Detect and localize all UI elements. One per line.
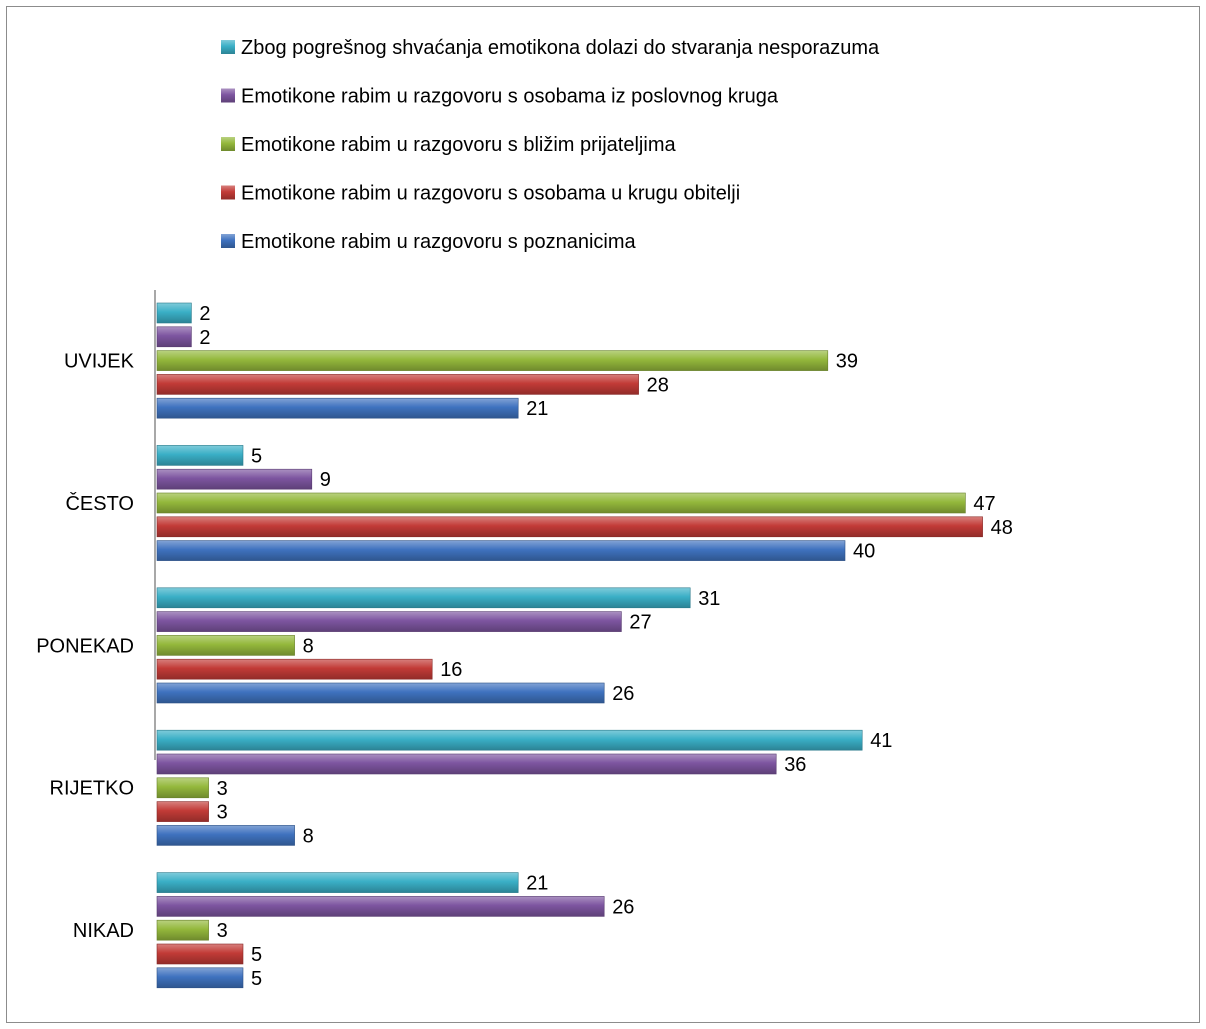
bar-1-1 (156, 302, 192, 324)
value-label-4-1: 41 (870, 730, 892, 752)
category-label-1: UVIJEK (64, 351, 135, 373)
legend-swatch-1 (221, 40, 235, 54)
value-label-1-4: 28 (647, 374, 669, 396)
value-label-4-2: 36 (784, 754, 806, 776)
bar-4-2 (156, 753, 777, 775)
bar-5-5 (156, 967, 244, 989)
bar-5-2 (156, 896, 605, 917)
value-label-4-5: 8 (303, 825, 314, 847)
value-label-3-3: 8 (303, 635, 314, 657)
value-label-4-4: 3 (217, 802, 228, 824)
chart-frame (6, 6, 1200, 1023)
value-label-3-2: 27 (629, 612, 651, 634)
value-label-3-1: 31 (698, 588, 720, 610)
category-label-5: NIKAD (73, 920, 134, 942)
legend-label-5: Emotikone rabim u razgovoru s poznanicim… (241, 231, 637, 253)
bar-1-3 (156, 350, 829, 371)
legend: Zbog pogrešnog shvaćanja emotikona dolaz… (221, 37, 880, 253)
value-label-1-2: 2 (199, 327, 210, 349)
legend-swatch-5 (221, 234, 235, 248)
bar-4-5 (156, 825, 295, 846)
bar-1-4 (156, 374, 639, 395)
bar-4-4 (156, 801, 209, 822)
value-label-2-3: 47 (973, 493, 995, 515)
value-label-2-5: 40 (853, 541, 875, 563)
bar-3-1 (156, 587, 691, 609)
bar-3-2 (156, 611, 622, 632)
value-label-5-3: 3 (217, 920, 228, 942)
legend-label-2: Emotikone rabim u razgovoru s osobama iz… (241, 86, 779, 108)
bar-2-5 (156, 540, 846, 561)
legend-swatch-4 (221, 185, 235, 200)
bar-2-2 (156, 468, 313, 490)
value-label-1-3: 39 (836, 351, 858, 373)
value-label-4-3: 3 (217, 778, 228, 800)
value-label-5-2: 26 (612, 896, 634, 918)
value-label-5-5: 5 (251, 968, 262, 990)
bar-1-2 (156, 326, 192, 348)
value-label-5-1: 21 (526, 873, 548, 895)
bar-3-5 (156, 682, 605, 704)
bar-2-3 (156, 492, 966, 514)
value-label-1-5: 21 (526, 398, 548, 420)
value-label-1-1: 2 (199, 303, 210, 325)
bars (156, 302, 983, 989)
category-label-4: RIJETKO (50, 778, 134, 800)
legend-swatch-3 (221, 137, 235, 151)
bar-4-1 (156, 729, 863, 751)
bar-5-3 (156, 919, 209, 941)
legend-swatch-2 (221, 88, 235, 103)
bar-3-4 (156, 658, 433, 680)
value-label-5-4: 5 (251, 944, 262, 966)
bar-3-3 (156, 635, 295, 656)
legend-label-3: Emotikone rabim u razgovoru s bližim pri… (241, 134, 676, 156)
value-label-3-4: 16 (440, 659, 462, 681)
category-label-3: PONEKAD (36, 635, 134, 657)
bar-2-4 (156, 516, 983, 538)
category-label-2: ČESTO (65, 492, 134, 515)
value-label-2-2: 9 (320, 469, 331, 491)
legend-label-4: Emotikone rabim u razgovoru s osobama u … (241, 183, 740, 205)
value-label-2-1: 5 (251, 445, 262, 467)
category-labels: UVIJEK ČESTO PONEKAD RIJETKO NIKAD (36, 351, 134, 943)
bar-2-1 (156, 445, 244, 466)
value-label-3-5: 26 (612, 683, 634, 705)
legend-label-1: Zbog pogrešnog shvaćanja emotikona dolaz… (241, 37, 880, 59)
bar-5-4 (156, 943, 244, 965)
bar-1-5 (156, 397, 519, 419)
bar-5-1 (156, 872, 519, 893)
bar-4-3 (156, 777, 209, 799)
value-label-2-4: 48 (991, 517, 1013, 539)
